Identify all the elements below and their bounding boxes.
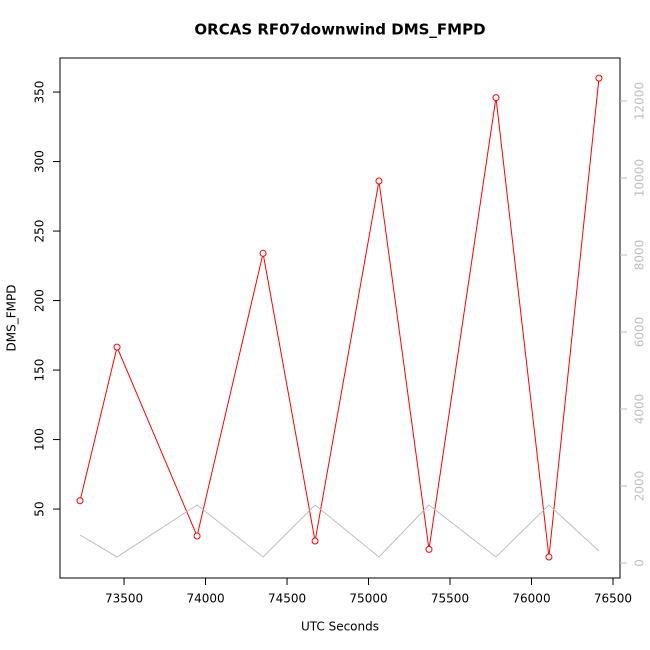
x-tick-label: 76500 — [594, 592, 632, 606]
y-tick-label: 100 — [33, 428, 47, 451]
x-tick-label: 75000 — [349, 592, 387, 606]
point — [76, 497, 84, 505]
x-tick-label: 74000 — [186, 592, 224, 606]
point — [193, 532, 201, 540]
chart-title: ORCAS RF07downwind DMS_FMPD — [194, 21, 485, 39]
y-tick-label: 250 — [33, 220, 47, 243]
x-axis-label: UTC Seconds — [301, 620, 379, 634]
point — [545, 553, 553, 561]
x-tick-label: 76000 — [512, 592, 550, 606]
x-tick-label: 75500 — [431, 592, 469, 606]
y2-tick-label: 2000 — [633, 471, 647, 502]
y2-tick-label: 12000 — [633, 82, 647, 120]
series-line — [79, 504, 600, 558]
series-line — [79, 78, 600, 558]
point — [259, 249, 267, 257]
point — [595, 74, 603, 82]
x-tick-label: 73500 — [105, 592, 143, 606]
y2-tick-label: 10000 — [633, 159, 647, 197]
point — [113, 343, 121, 351]
plot-frame — [59, 57, 621, 579]
point — [311, 537, 319, 545]
x-tick-label: 74500 — [268, 592, 306, 606]
y-tick-label: 200 — [33, 289, 47, 312]
y2-tick-label: 4000 — [633, 394, 647, 425]
y-tick-label: 350 — [33, 81, 47, 104]
y2-tick-label: 0 — [633, 559, 647, 567]
y-tick-label: 150 — [33, 359, 47, 382]
y-axis-label: DMS_FMPD — [5, 285, 19, 352]
y-tick-label: 50 — [33, 501, 47, 516]
point — [492, 94, 500, 102]
y2-tick-label: 6000 — [633, 317, 647, 348]
y-tick-label: 300 — [33, 150, 47, 173]
y2-tick-label: 8000 — [633, 240, 647, 271]
point — [425, 545, 433, 553]
point — [375, 177, 383, 185]
